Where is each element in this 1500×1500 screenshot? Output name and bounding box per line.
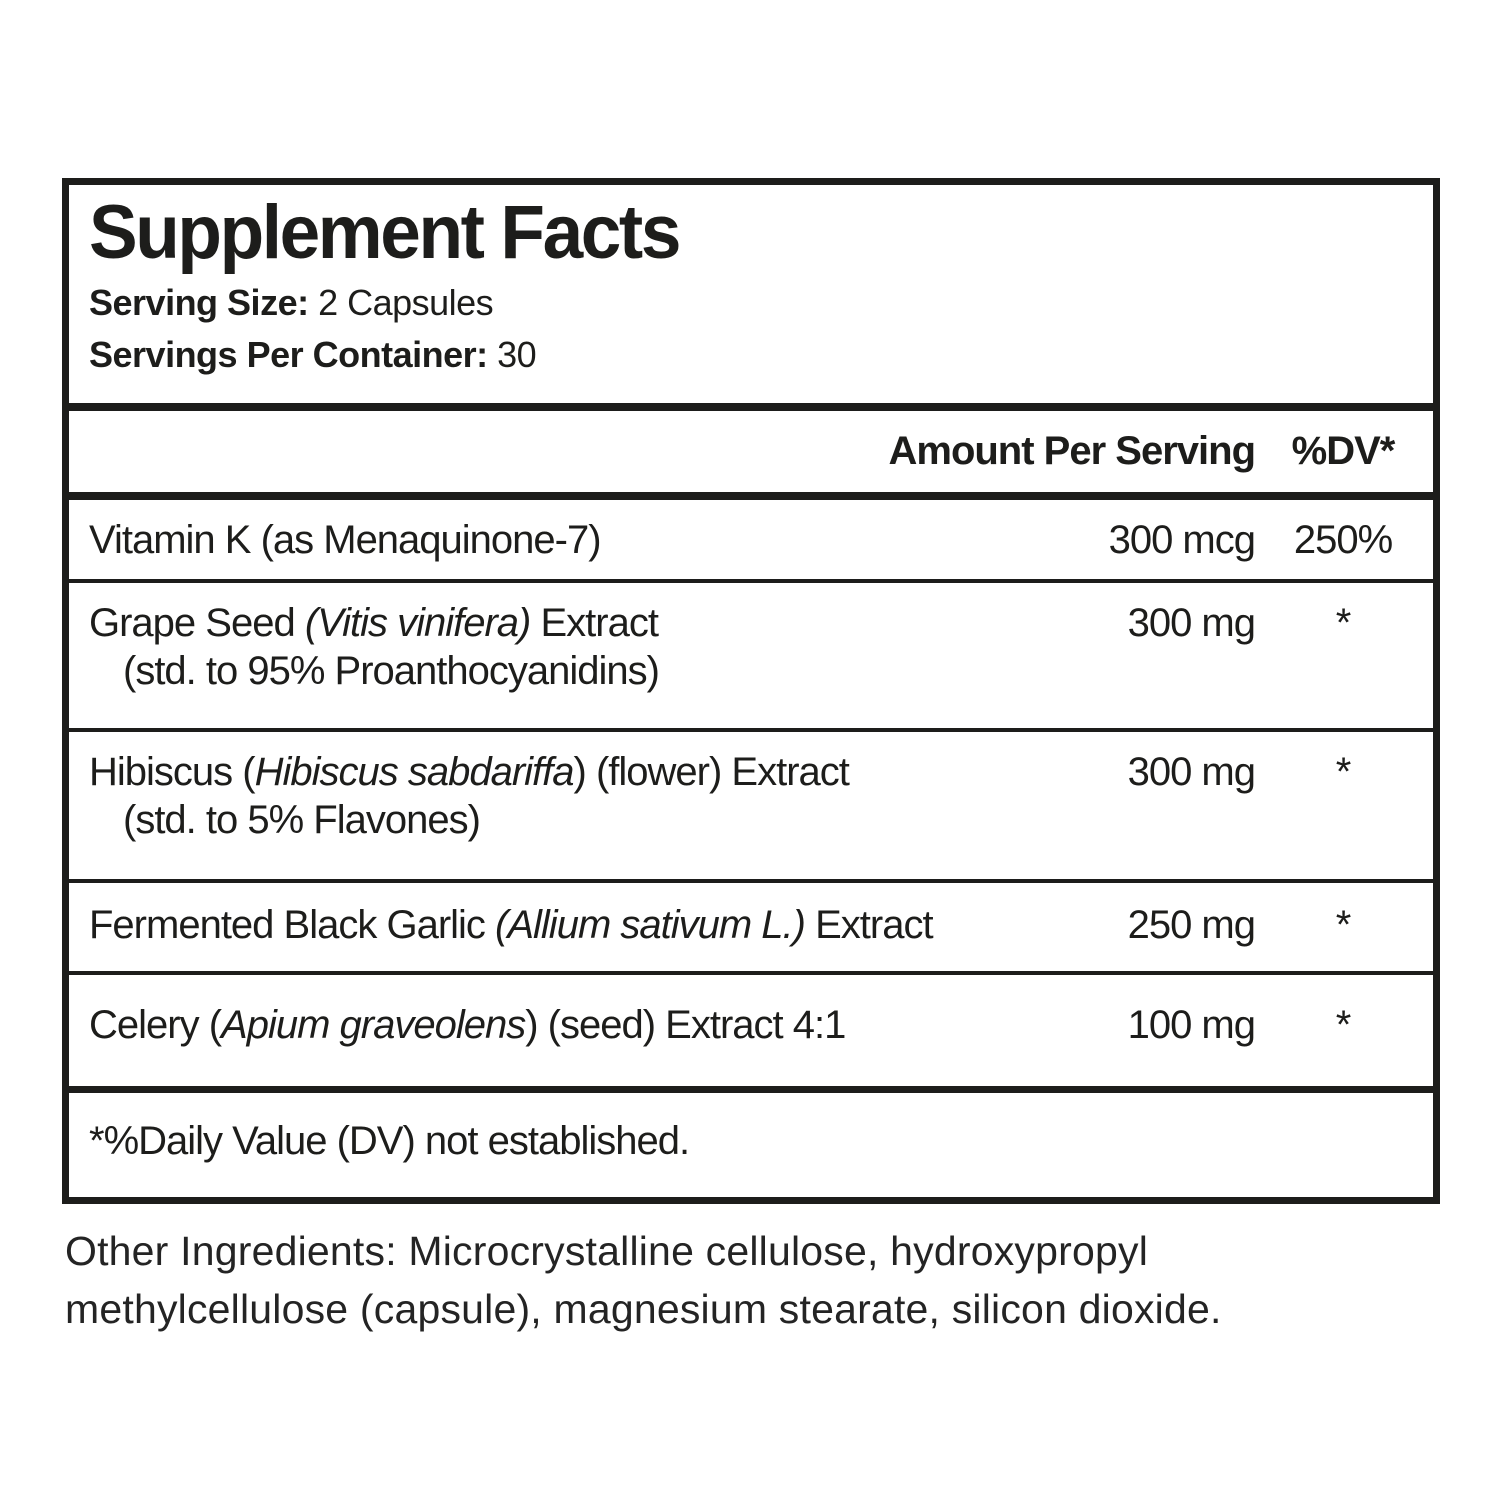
servings-per-container-line: Servings Per Container: 30: [89, 333, 1413, 377]
dv-value: *: [1335, 750, 1352, 794]
serving-size-label: Serving Size:: [89, 282, 309, 323]
dv-value: *: [1335, 1003, 1352, 1047]
amount-value: 300 mg: [1127, 750, 1256, 794]
serving-size-line: Serving Size: 2 Capsules: [89, 281, 1413, 325]
panel-title: Supplement Facts: [89, 190, 681, 275]
servings-per-container-value: 30: [487, 334, 537, 375]
table-row: Vitamin K (as Menaquinone-7) 300 mcg 250%: [69, 500, 1433, 583]
ingredient-standardization: (std. to 5% Flavones): [123, 798, 481, 842]
table-row: Grape Seed (Vitis vinifera) Extract (std.…: [69, 583, 1433, 732]
ingredient-name: Grape Seed (Vitis vinifera) Extract (std.…: [89, 599, 1110, 695]
amount-value: 100 mg: [1127, 1003, 1256, 1047]
dv-value: *: [1335, 903, 1352, 947]
ingredient-name: Celery (Apium graveolens) (seed) Extract…: [89, 1003, 846, 1047]
amount-value: 250 mg: [1127, 903, 1256, 947]
dv-footnote: *%Daily Value (DV) not established.: [69, 1086, 1433, 1201]
ingredient-name: Hibiscus (Hibiscus sabdariffa) (flower) …: [89, 748, 1110, 844]
serving-size-value: 2 Capsules: [308, 282, 494, 323]
dv-value: 250%: [1293, 518, 1393, 562]
divider-thick-top: [69, 403, 1433, 411]
amount-per-serving-header: Amount Per Serving: [888, 429, 1256, 473]
amount-value: 300 mcg: [1108, 518, 1256, 562]
column-header-row: Amount Per Serving %DV*: [69, 411, 1433, 492]
table-row: Celery (Apium graveolens) (seed) Extract…: [69, 975, 1433, 1086]
ingredient-name: Vitamin K (as Menaquinone-7): [89, 518, 602, 562]
amount-value: 300 mg: [1127, 601, 1256, 645]
servings-per-container-label: Servings Per Container:: [89, 334, 488, 375]
panel-header: Supplement Facts Serving Size: 2 Capsule…: [69, 185, 1433, 377]
table-row: Hibiscus (Hibiscus sabdariffa) (flower) …: [69, 732, 1433, 883]
ingredient-standardization: (std. to 95% Proanthocyanidins): [123, 649, 660, 693]
table-row: Fermented Black Garlic (Allium sativum L…: [69, 883, 1433, 975]
dv-header: %DV*: [1291, 429, 1396, 473]
ingredient-name: Fermented Black Garlic (Allium sativum L…: [89, 903, 934, 947]
ingredient-rows: Vitamin K (as Menaquinone-7) 300 mcg 250% G…: [69, 500, 1433, 1086]
supplement-facts-panel: Supplement Facts Serving Size: 2 Capsule…: [62, 178, 1440, 1204]
dv-value: *: [1335, 601, 1352, 645]
other-ingredients-text: Other Ingredients: Microcrystalline cell…: [65, 1228, 1222, 1332]
divider-thick-bottom: [69, 492, 1433, 500]
